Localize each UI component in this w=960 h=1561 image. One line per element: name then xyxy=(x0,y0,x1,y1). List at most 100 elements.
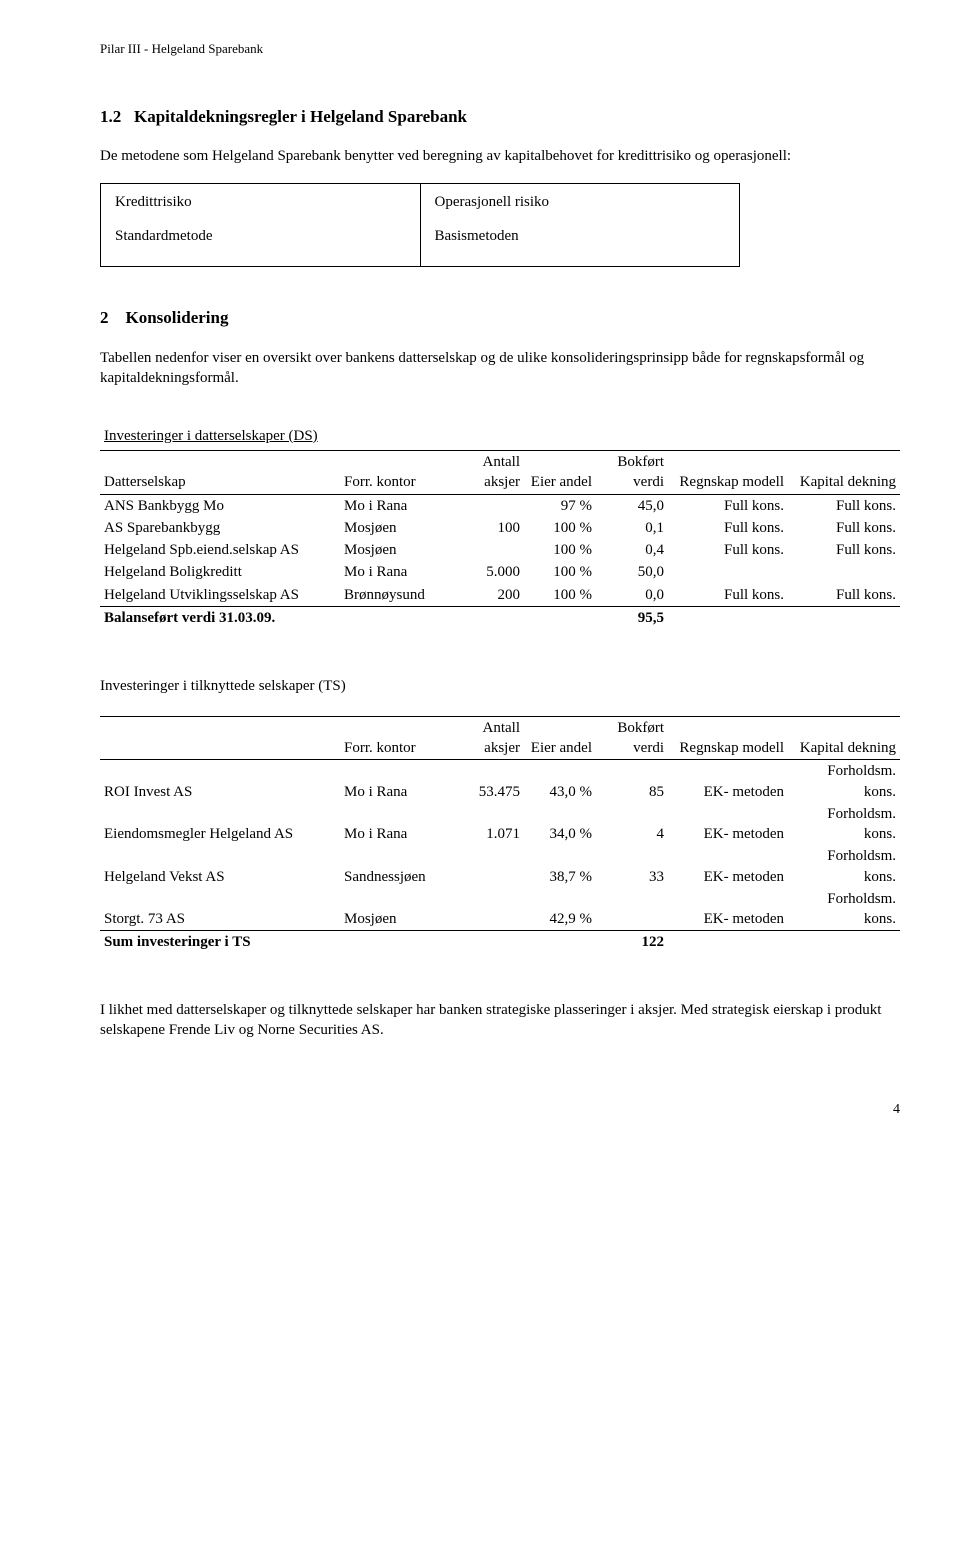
ts-total-value: 122 xyxy=(596,931,668,954)
operasjonell-header: Operasjonell risiko xyxy=(420,183,740,218)
table-row: Helgeland Spb.eiend.selskap ASMosjøen 100… xyxy=(100,539,900,561)
ts-h1: Forr. kontor xyxy=(340,716,452,760)
table-cell: Sandnessjøen xyxy=(340,845,452,888)
table-cell: Helgeland Boligkreditt xyxy=(100,561,340,583)
table-cell: ROI Invest AS xyxy=(100,760,340,803)
table-cell: 5.000 xyxy=(452,561,524,583)
ds-h1: Forr. kontor xyxy=(340,451,452,495)
table-cell: EK- metoden xyxy=(668,760,788,803)
ts-total-row: Sum investeringer i TS 122 xyxy=(100,931,900,954)
table-cell: Helgeland Utviklingsselskap AS xyxy=(100,584,340,607)
table-cell: ANS Bankbygg Mo xyxy=(100,494,340,517)
table-row: Helgeland BoligkredittMo i Rana5.000100 … xyxy=(100,561,900,583)
table-cell: Forholdsm. kons. xyxy=(788,888,900,931)
risk-method-table: Kredittrisiko Operasjonell risiko Standa… xyxy=(100,183,740,268)
table-cell: Full kons. xyxy=(788,517,900,539)
table-cell xyxy=(788,561,900,583)
table-cell: Full kons. xyxy=(668,539,788,561)
table-cell: 34,0 % xyxy=(524,803,596,846)
table-cell: Full kons. xyxy=(668,494,788,517)
table-cell: Forholdsm. kons. xyxy=(788,803,900,846)
table-cell: Mo i Rana xyxy=(340,803,452,846)
ds-h3: Eier andel xyxy=(524,451,596,495)
table-row: Storgt. 73 ASMosjøen 42,9 % EK- metodenFor… xyxy=(100,888,900,931)
table-cell: 45,0 xyxy=(596,494,668,517)
ds-table: Investeringer i datterselskaper (DS) Dat… xyxy=(100,425,900,629)
ts-h3: Eier andel xyxy=(524,716,596,760)
table-cell: Eiendomsmegler Helgeland AS xyxy=(100,803,340,846)
table-cell xyxy=(452,539,524,561)
table-cell xyxy=(596,888,668,931)
kredittrisiko-header: Kredittrisiko xyxy=(101,183,421,218)
table-cell: 42,9 % xyxy=(524,888,596,931)
page-number: 4 xyxy=(100,1101,900,1120)
ts-h0 xyxy=(100,716,340,760)
ts-table: Forr. kontor Antall aksjer Eier andel Bo… xyxy=(100,712,900,954)
table-cell: 50,0 xyxy=(596,561,668,583)
table-cell: Helgeland Vekst AS xyxy=(100,845,340,888)
table-cell: Forholdsm. kons. xyxy=(788,845,900,888)
table-cell: 4 xyxy=(596,803,668,846)
table-cell: Mo i Rana xyxy=(340,494,452,517)
table-cell: Mosjøen xyxy=(340,888,452,931)
section-1-2-intro: De metodene som Helgeland Sparebank beny… xyxy=(100,146,900,166)
table-cell: 200 xyxy=(452,584,524,607)
ts-caption: Investeringer i tilknyttede selskaper (T… xyxy=(100,676,900,696)
table-cell: Mosjøen xyxy=(340,517,452,539)
table-cell: 100 % xyxy=(524,561,596,583)
table-cell: 100 xyxy=(452,517,524,539)
section-title-text: Kapitaldekningsregler i Helgeland Spareb… xyxy=(134,107,467,126)
table-cell: 33 xyxy=(596,845,668,888)
table-cell xyxy=(452,845,524,888)
ts-h4: Bokført verdi xyxy=(596,716,668,760)
table-cell: EK- metoden xyxy=(668,888,788,931)
table-cell: 85 xyxy=(596,760,668,803)
ds-total-label: Balanseført verdi 31.03.09. xyxy=(100,606,596,629)
ds-total-value: 95,5 xyxy=(596,606,668,629)
table-cell: Full kons. xyxy=(788,584,900,607)
closing-paragraph: I likhet med datterselskaper og tilknytt… xyxy=(100,1000,900,1041)
section-num: 1.2 xyxy=(100,107,121,126)
table-cell: 97 % xyxy=(524,494,596,517)
ds-h4: Bokført verdi xyxy=(596,451,668,495)
ds-h2: Antall aksjer xyxy=(452,451,524,495)
table-cell xyxy=(452,494,524,517)
ds-h0: Datterselskap xyxy=(100,451,340,495)
table-cell: 0,1 xyxy=(596,517,668,539)
table-row: Helgeland Vekst ASSandnessjøen 38,7 %33EK… xyxy=(100,845,900,888)
table-cell: Helgeland Spb.eiend.selskap AS xyxy=(100,539,340,561)
table-cell: Full kons. xyxy=(788,494,900,517)
table-cell xyxy=(452,888,524,931)
ts-h2: Antall aksjer xyxy=(452,716,524,760)
table-cell: 53.475 xyxy=(452,760,524,803)
section-title-text: Konsolidering xyxy=(126,308,229,327)
table-cell: Storgt. 73 AS xyxy=(100,888,340,931)
table-cell: Full kons. xyxy=(788,539,900,561)
table-cell: 0,0 xyxy=(596,584,668,607)
table-cell: AS Sparebankbygg xyxy=(100,517,340,539)
table-cell: Mo i Rana xyxy=(340,561,452,583)
table-row: Eiendomsmegler Helgeland ASMo i Rana1.07… xyxy=(100,803,900,846)
table-cell: 100 % xyxy=(524,584,596,607)
section-num: 2 xyxy=(100,308,109,327)
table-cell: 38,7 % xyxy=(524,845,596,888)
operasjonell-value: Basismetoden xyxy=(420,218,740,267)
table-cell: 1.071 xyxy=(452,803,524,846)
doc-header: Pilar III - Helgeland Sparebank xyxy=(100,40,900,58)
ds-caption: Investeringer i datterselskaper (DS) xyxy=(100,425,900,451)
table-cell: Full kons. xyxy=(668,584,788,607)
table-cell xyxy=(668,561,788,583)
table-cell: 100 % xyxy=(524,539,596,561)
table-cell: 43,0 % xyxy=(524,760,596,803)
ds-h5: Regnskap modell xyxy=(668,451,788,495)
table-cell: 0,4 xyxy=(596,539,668,561)
ts-h6: Kapital dekning xyxy=(788,716,900,760)
table-row: Helgeland Utviklingsselskap ASBrønnøysun… xyxy=(100,584,900,607)
ds-total-row: Balanseført verdi 31.03.09. 95,5 xyxy=(100,606,900,629)
table-cell: Mosjøen xyxy=(340,539,452,561)
ds-header-row: Datterselskap Forr. kontor Antall aksjer… xyxy=(100,451,900,495)
ts-total-label: Sum investeringer i TS xyxy=(100,931,596,954)
ds-h6: Kapital dekning xyxy=(788,451,900,495)
table-row: ANS Bankbygg MoMo i Rana97 %45,0Full kon… xyxy=(100,494,900,517)
table-cell: EK- metoden xyxy=(668,845,788,888)
